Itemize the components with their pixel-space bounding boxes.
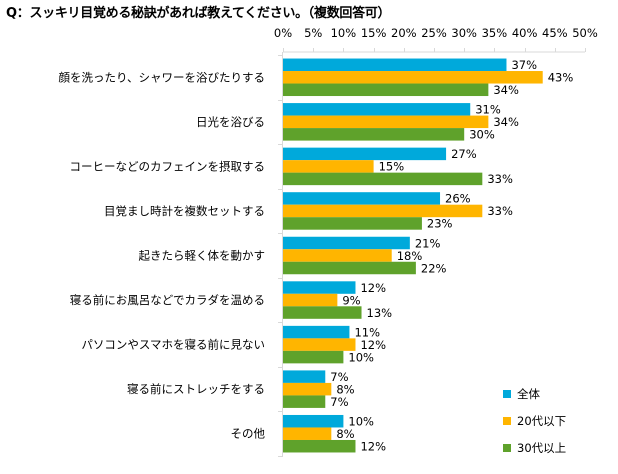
value-label: 7% — [330, 395, 348, 409]
bar-1 — [283, 236, 410, 250]
value-label: 13% — [367, 306, 393, 320]
bar-2 — [283, 204, 483, 218]
bar-2 — [283, 249, 392, 262]
x-tick-label: 25% — [421, 26, 447, 40]
category-label: パソコンやスマホを寝る前に見ない — [81, 338, 265, 352]
category-label: その他 — [231, 427, 266, 441]
value-label: 8% — [336, 427, 354, 441]
value-label: 8% — [336, 382, 354, 396]
legend-label: 30代以上 — [517, 441, 566, 455]
bar-1 — [283, 281, 356, 294]
x-tick-label: 50% — [572, 26, 598, 40]
bar-3 — [283, 439, 356, 453]
category-label: 目覚まし時計を複数セットする — [104, 204, 265, 218]
bar-2 — [283, 427, 332, 440]
bar-1 — [283, 58, 507, 72]
bar-1 — [283, 370, 326, 383]
bar-1 — [283, 325, 350, 339]
x-axis-ticks: 0% 5% 10% 15% 20% 25% 30% 35% 40% 45% 50% — [274, 26, 598, 40]
x-tick-label: 30% — [451, 26, 477, 40]
chart-title: Q：スッキリ目覚める秘訣があれば教えてください。（複数回答可） — [6, 6, 391, 21]
bar-3 — [283, 172, 483, 186]
legend-label: 全体 — [517, 387, 540, 401]
value-label: 12% — [360, 338, 386, 352]
legend-swatch — [503, 444, 511, 452]
x-tick-label: 45% — [542, 26, 568, 40]
legend-swatch — [503, 390, 511, 398]
bar-3 — [283, 306, 362, 319]
legend-item: 20代以下 — [503, 414, 566, 428]
grid-lines — [278, 48, 586, 457]
bar-2 — [283, 293, 338, 307]
bars — [283, 58, 543, 453]
x-tick-label: 35% — [482, 26, 508, 40]
x-tick-label: 5% — [304, 26, 322, 40]
value-labels: 37%43%34%31%34%30%27%15%33%26%33%23%21%1… — [330, 58, 573, 453]
legend-item: 全体 — [503, 387, 540, 401]
bar-3 — [283, 128, 465, 141]
value-label: 22% — [421, 261, 447, 275]
value-label: 34% — [493, 115, 519, 129]
bar-3 — [283, 350, 344, 364]
category-label: 寝る前にお風呂などでカラダを温める — [70, 293, 265, 307]
bar-2 — [283, 115, 489, 129]
bar-2 — [283, 382, 332, 396]
value-label: 34% — [493, 83, 519, 97]
value-label: 18% — [397, 249, 423, 263]
x-tick-label: 20% — [391, 26, 417, 40]
bar-3 — [283, 217, 422, 230]
value-label: 26% — [445, 192, 471, 206]
legend-label: 20代以下 — [517, 414, 566, 428]
value-label: 9% — [342, 293, 360, 307]
value-label: 15% — [379, 160, 405, 174]
x-tick-label: 0% — [274, 26, 292, 40]
bar-2 — [283, 160, 374, 173]
x-tick-label: 15% — [361, 26, 387, 40]
bar-1 — [283, 192, 441, 205]
value-label: 37% — [511, 58, 537, 72]
category-labels: 顔を洗ったり、シャワーを浴びたりする日光を浴びるコーヒーなどのカフェインを摂取す… — [58, 70, 265, 440]
value-label: 27% — [451, 147, 477, 161]
value-label: 12% — [360, 439, 386, 453]
value-label: 10% — [348, 414, 374, 428]
value-label: 23% — [427, 217, 453, 231]
category-label: 顔を洗ったり、シャワーを浴びたりする — [58, 70, 265, 84]
value-label: 33% — [487, 172, 513, 186]
bar-2 — [283, 71, 543, 84]
category-label: 日光を浴びる — [196, 115, 265, 129]
category-label: 起きたら軽く体を動かす — [139, 249, 266, 263]
x-tick-label: 40% — [512, 26, 538, 40]
value-label: 31% — [475, 103, 501, 117]
bar-3 — [283, 261, 416, 275]
bar-1 — [283, 147, 447, 161]
x-tick-label: 10% — [331, 26, 357, 40]
value-label: 11% — [354, 325, 380, 339]
bar-1 — [283, 414, 344, 428]
category-label: 寝る前にストレッチをする — [127, 382, 265, 396]
legend-item: 30代以上 — [503, 441, 566, 455]
value-label: 33% — [487, 204, 513, 218]
value-label: 30% — [469, 128, 495, 142]
value-label: 12% — [360, 281, 386, 295]
bar-2 — [283, 338, 356, 351]
legend: 全体 20代以下 30代以上 — [503, 387, 566, 455]
legend-swatch — [503, 417, 511, 425]
value-label: 43% — [548, 71, 574, 85]
bar-3 — [283, 83, 489, 97]
value-label: 10% — [348, 350, 374, 364]
bar-3 — [283, 395, 326, 408]
value-label: 7% — [330, 370, 348, 384]
category-label: コーヒーなどのカフェインを摂取する — [70, 159, 266, 173]
value-label: 21% — [415, 236, 441, 250]
bar-1 — [283, 103, 471, 116]
